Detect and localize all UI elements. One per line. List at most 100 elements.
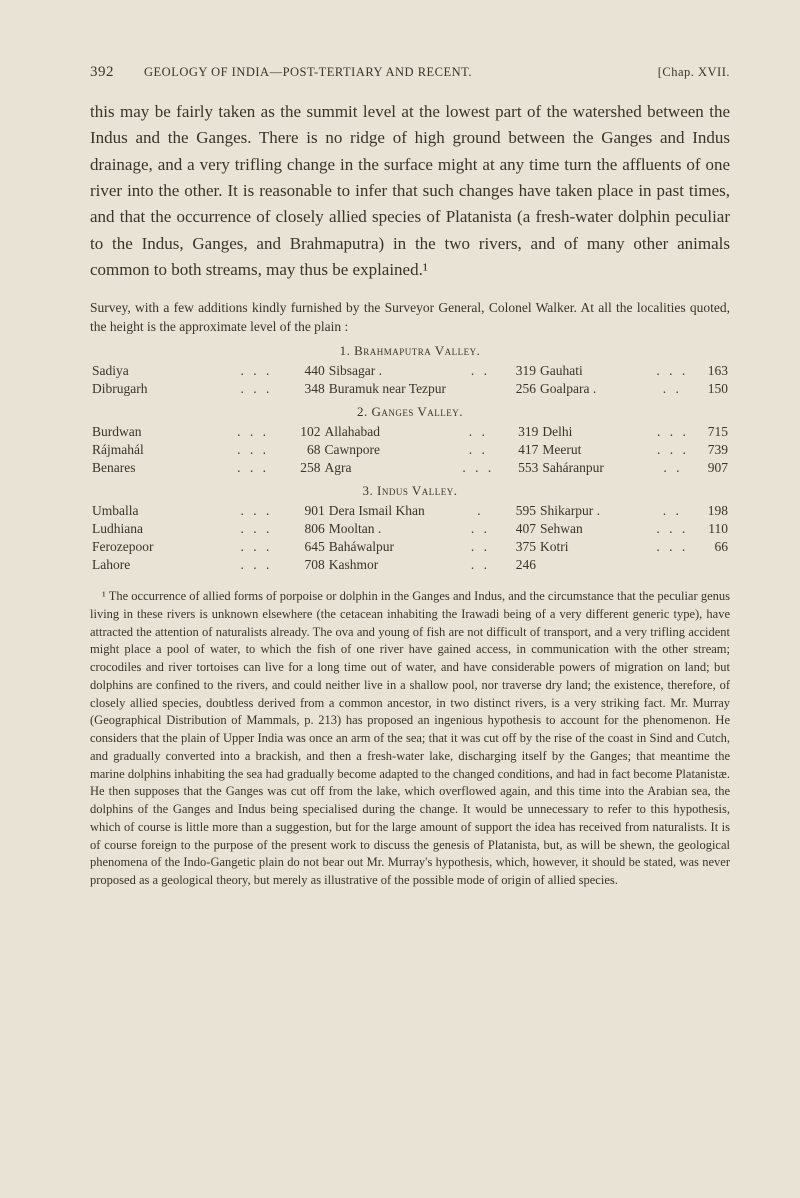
- cell-dots: . .: [468, 362, 494, 380]
- cell-name: Saháranpur: [540, 459, 653, 477]
- cell-name: [538, 556, 653, 574]
- cell-name: Sehwan: [538, 520, 653, 538]
- cell-value: 163: [692, 362, 730, 380]
- table-row: Benares . . . 258 Agra . . . 553 Saháran…: [90, 459, 730, 477]
- cell-value: 715: [692, 423, 730, 441]
- cell-value: 319: [496, 423, 540, 441]
- cell-value: 901: [282, 502, 327, 520]
- cell-dots: . . .: [231, 502, 282, 520]
- running-head: GEOLOGY OF INDIA—POST-TERTIARY AND RECEN…: [144, 65, 650, 80]
- cell-name: Benares: [90, 459, 228, 477]
- cell-value: 258: [278, 459, 322, 477]
- page-number: 392: [90, 64, 114, 81]
- cell-dots: . . .: [228, 459, 279, 477]
- cell-value: 645: [282, 538, 327, 556]
- table-heading-3: 3. Indus Valley.: [90, 483, 730, 499]
- cell-value: 407: [493, 520, 538, 538]
- table-heading-1: 1. Brahmaputra Valley.: [90, 343, 730, 359]
- cell-dots: . . .: [653, 362, 691, 380]
- cell-name: Gauhati: [538, 362, 653, 380]
- table-row: Ludhiana . . . 806 Mooltan . . . 407 Seh…: [90, 520, 730, 538]
- cell-value: 417: [496, 441, 540, 459]
- cell-value: 68: [278, 441, 322, 459]
- cell-name: Shikarpur .: [538, 502, 653, 520]
- cell-dots: . . .: [231, 538, 282, 556]
- cell-dots: . .: [468, 520, 494, 538]
- cell-dots: [468, 380, 494, 398]
- data-table-2: Burdwan . . . 102 Allahabad . . 319 Delh…: [90, 423, 730, 477]
- cell-dots: . .: [653, 502, 691, 520]
- cell-name: Mooltan .: [327, 520, 468, 538]
- page-header: 392 GEOLOGY OF INDIA—POST-TERTIARY AND R…: [90, 64, 730, 81]
- cell-value: 907: [692, 459, 730, 477]
- cell-name: Dibrugarh: [90, 380, 231, 398]
- cell-value: 256: [493, 380, 538, 398]
- cell-value: [692, 556, 730, 574]
- cell-name: Delhi: [540, 423, 653, 441]
- table-row: Umballa . . . 901 Dera Ismail Khan . 595…: [90, 502, 730, 520]
- cell-dots: . . .: [228, 423, 279, 441]
- cell-dots: . . .: [653, 520, 691, 538]
- cell-dots: . . .: [654, 423, 692, 441]
- cell-dots: . .: [654, 459, 692, 477]
- cell-value: 595: [493, 502, 538, 520]
- cell-value: 110: [692, 520, 730, 538]
- data-table-1: Sadiya . . . 440 Sibsagar . . . 319 Gauh…: [90, 362, 730, 398]
- table-row: Burdwan . . . 102 Allahabad . . 319 Delh…: [90, 423, 730, 441]
- cell-value: 806: [282, 520, 327, 538]
- table-row: Ferozepoor . . . 645 Baháwalpur . . 375 …: [90, 538, 730, 556]
- data-table-3: Umballa . . . 901 Dera Ismail Khan . 595…: [90, 502, 730, 574]
- cell-name: Kotri: [538, 538, 653, 556]
- cell-value: 553: [496, 459, 540, 477]
- cell-name: Meerut: [540, 441, 653, 459]
- cell-value: 348: [282, 380, 327, 398]
- cell-value: 375: [493, 538, 538, 556]
- cell-dots: . .: [653, 380, 691, 398]
- cell-dots: . .: [468, 538, 494, 556]
- cell-dots: . . .: [231, 556, 282, 574]
- cell-dots: . . .: [231, 362, 282, 380]
- cell-name: Ludhiana: [90, 520, 231, 538]
- chapter-reference: [Chap. XVII.: [658, 65, 730, 80]
- cell-name: Lahore: [90, 556, 231, 574]
- cell-dots: . .: [460, 441, 496, 459]
- cell-value: 319: [493, 362, 538, 380]
- cell-name: Baháwalpur: [327, 538, 468, 556]
- cell-value: 708: [282, 556, 327, 574]
- cell-value: 198: [692, 502, 730, 520]
- cell-name: Allahabad: [322, 423, 460, 441]
- table-heading-2: 2. Ganges Valley.: [90, 404, 730, 420]
- cell-name: Burdwan: [90, 423, 228, 441]
- cell-name: Kashmor: [327, 556, 468, 574]
- cell-dots: . . .: [231, 520, 282, 538]
- cell-dots: [653, 556, 691, 574]
- table-row: Sadiya . . . 440 Sibsagar . . . 319 Gauh…: [90, 362, 730, 380]
- cell-dots: . . .: [231, 380, 282, 398]
- cell-value: 440: [282, 362, 327, 380]
- cell-name: Sadiya: [90, 362, 231, 380]
- cell-name: Umballa: [90, 502, 231, 520]
- footnote-text: ¹ The occurrence of allied forms of porp…: [90, 588, 730, 890]
- cell-name: Cawnpore: [322, 441, 460, 459]
- cell-value: 66: [692, 538, 730, 556]
- cell-name: Goalpara .: [538, 380, 653, 398]
- cell-value: 102: [278, 423, 322, 441]
- table-row: Lahore . . . 708 Kashmor . . 246: [90, 556, 730, 574]
- cell-name: Rájmahál: [90, 441, 228, 459]
- table-row: Rájmahál . . . 68 Cawnpore . . 417 Meeru…: [90, 441, 730, 459]
- cell-value: 739: [692, 441, 730, 459]
- cell-name: Dera Ismail Khan: [327, 502, 468, 520]
- cell-name: Ferozepoor: [90, 538, 231, 556]
- cell-dots: . . .: [460, 459, 496, 477]
- cell-dots: .: [468, 502, 494, 520]
- cell-value: 246: [493, 556, 538, 574]
- cell-dots: . .: [460, 423, 496, 441]
- cell-dots: . . .: [653, 538, 691, 556]
- table-row: Dibrugarh . . . 348 Buramuk near Tezpur …: [90, 380, 730, 398]
- cell-value: 150: [692, 380, 730, 398]
- cell-dots: . . .: [654, 441, 692, 459]
- cell-name: Sibsagar .: [327, 362, 468, 380]
- cell-name: Buramuk near Tezpur: [327, 380, 468, 398]
- body-paragraph: this may be fairly taken as the summit l…: [90, 99, 730, 283]
- cell-dots: . . .: [228, 441, 279, 459]
